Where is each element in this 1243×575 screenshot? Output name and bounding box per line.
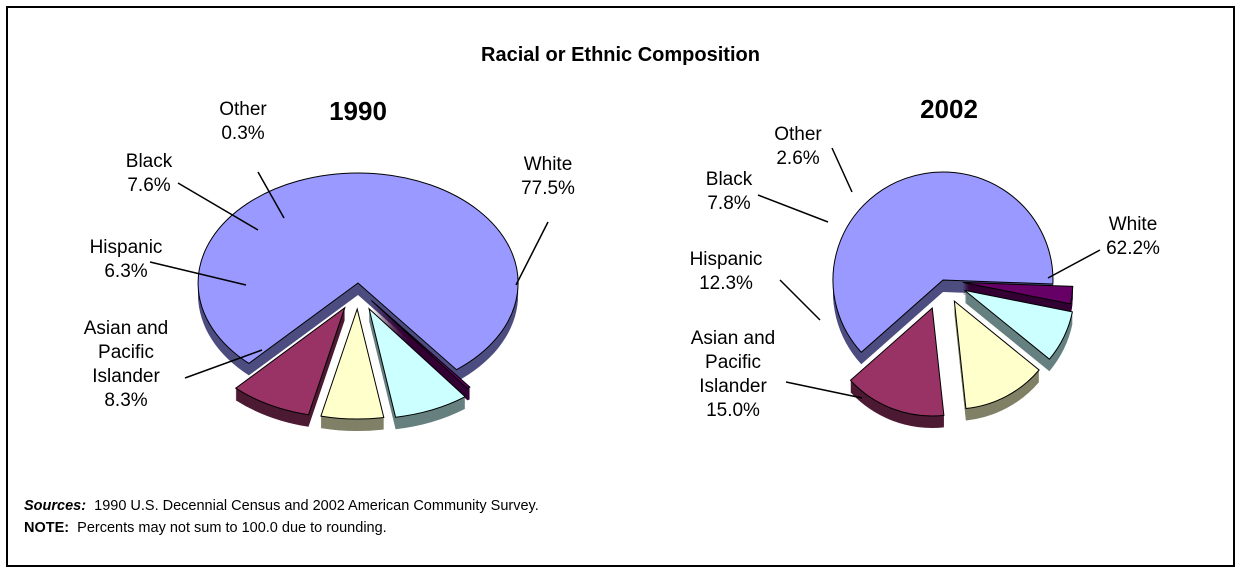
pie-1990: 1990 White 77.5% Other 0.3% Black 7.6% Hispanic… [84, 96, 575, 432]
pie-title: 2002 [920, 94, 978, 124]
slice-black [964, 289, 1073, 360]
pie-2002: 2002 White 62.2% Other 2.6% Black 7.8% Hispanic… [690, 94, 1160, 429]
slice-label-white: White 62.2% [1106, 214, 1160, 259]
leader-line-asian-and-pacific-islander [785, 381, 863, 399]
slice-label-other: Other 2.6% [774, 124, 822, 169]
leader-line-other [831, 147, 853, 193]
slice-label-other: Other 0.3% [219, 99, 267, 144]
slice-black [368, 307, 467, 418]
sources-line: Sources: 1990 U.S. Decennial Census and … [24, 495, 539, 517]
slice-label-hispanic: Hispanic 6.3% [90, 237, 163, 282]
slice-label-white: White 77.5% [521, 154, 575, 199]
pie-title: 1990 [329, 96, 387, 126]
slice-label-black: Black 7.8% [706, 169, 753, 214]
slice-label-hispanic: Hispanic 12.3% [690, 249, 763, 294]
note-label: NOTE: [24, 520, 70, 536]
leader-line-hispanic [779, 279, 821, 321]
leader-line-white [1047, 249, 1101, 279]
note-line: NOTE: Percents may not sum to 100.0 due … [24, 517, 387, 539]
chart-title: Racial or Ethnic Composition [481, 44, 760, 66]
leader-line-black [177, 182, 259, 231]
leader-line-hispanic [149, 261, 247, 286]
slice-asian-and-pacific-islander [849, 306, 945, 417]
slice-label-asian-and-pacific-islander: Asian and Pacific Islander 8.3% [84, 318, 169, 411]
slice-white [832, 171, 1054, 354]
leader-line-other [257, 171, 285, 219]
slice-white [197, 172, 519, 371]
leader-line-white [515, 221, 549, 286]
slice-hispanic [953, 299, 1040, 410]
note-text: Percents may not sum to 100.0 due to rou… [77, 520, 387, 536]
slice-asian-and-pacific-islander [234, 306, 346, 416]
sources-label: Sources: [24, 498, 87, 514]
sources-text: 1990 U.S. Decennial Census and 2002 Amer… [94, 498, 539, 514]
slice-label-asian-and-pacific-islander: Asian and Pacific Islander 15.0% [691, 328, 776, 421]
slice-label-black: Black 7.6% [126, 151, 173, 196]
slice-other [371, 300, 471, 390]
leader-line-asian-and-pacific-islander [184, 349, 263, 379]
slice-other [962, 281, 1074, 305]
slice-hispanic [320, 307, 385, 420]
leader-line-black [757, 194, 829, 223]
